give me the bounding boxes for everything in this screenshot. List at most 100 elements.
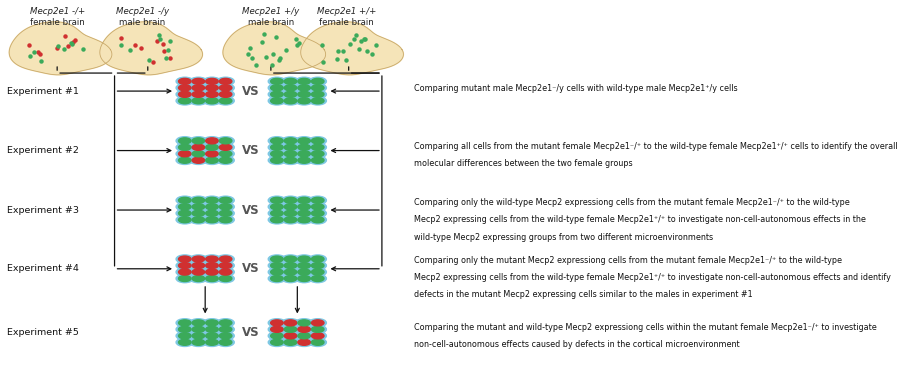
Circle shape bbox=[176, 143, 193, 152]
Text: Comparing only the mutant Mecp2 expressiong cells from the mutant female Mecp2e1: Comparing only the mutant Mecp2 expressi… bbox=[414, 256, 842, 265]
Text: Mecp2e1 -/y: Mecp2e1 -/y bbox=[116, 7, 169, 16]
Circle shape bbox=[192, 92, 204, 97]
Circle shape bbox=[206, 256, 218, 262]
Circle shape bbox=[268, 325, 285, 333]
Circle shape bbox=[284, 262, 297, 269]
Circle shape bbox=[298, 197, 310, 203]
Circle shape bbox=[206, 210, 218, 216]
Circle shape bbox=[298, 262, 310, 269]
Text: VS: VS bbox=[243, 262, 260, 275]
Circle shape bbox=[217, 209, 234, 217]
Circle shape bbox=[217, 255, 234, 263]
Circle shape bbox=[217, 268, 234, 276]
Circle shape bbox=[309, 137, 326, 145]
Circle shape bbox=[295, 325, 312, 333]
Circle shape bbox=[284, 85, 297, 91]
Polygon shape bbox=[9, 22, 112, 75]
Circle shape bbox=[281, 209, 299, 217]
Circle shape bbox=[284, 339, 297, 345]
Circle shape bbox=[192, 256, 204, 262]
Circle shape bbox=[312, 320, 323, 326]
Circle shape bbox=[189, 97, 207, 105]
Circle shape bbox=[219, 144, 232, 150]
Circle shape bbox=[309, 97, 326, 105]
Circle shape bbox=[203, 203, 221, 211]
Circle shape bbox=[178, 269, 191, 275]
Text: Mecp2 expressing cells from the wild-type female Mecp2e1⁺/⁺ to investigate non-c: Mecp2 expressing cells from the wild-typ… bbox=[414, 273, 891, 282]
Circle shape bbox=[284, 276, 297, 281]
Circle shape bbox=[270, 85, 283, 91]
Circle shape bbox=[203, 97, 221, 105]
Circle shape bbox=[217, 196, 234, 205]
Circle shape bbox=[176, 203, 193, 211]
Circle shape bbox=[178, 210, 191, 216]
Circle shape bbox=[176, 332, 193, 340]
Text: Mecp2e1 +/y: Mecp2e1 +/y bbox=[242, 7, 300, 16]
Circle shape bbox=[206, 269, 218, 275]
Text: defects in the mutant Mecp2 expressing cells similar to the males in experiment : defects in the mutant Mecp2 expressing c… bbox=[414, 290, 752, 299]
Circle shape bbox=[178, 197, 191, 203]
Text: female brain: female brain bbox=[29, 18, 85, 27]
Circle shape bbox=[281, 319, 299, 327]
Circle shape bbox=[268, 156, 285, 164]
Text: Comparing the mutant and wild-type Mecp2 expressiong cells within the mutant fem: Comparing the mutant and wild-type Mecp2… bbox=[414, 323, 876, 332]
Circle shape bbox=[192, 326, 204, 332]
Circle shape bbox=[192, 138, 204, 144]
Circle shape bbox=[295, 216, 312, 224]
Circle shape bbox=[268, 150, 285, 158]
Circle shape bbox=[192, 157, 204, 163]
Circle shape bbox=[178, 157, 191, 163]
Circle shape bbox=[192, 85, 204, 91]
Circle shape bbox=[284, 333, 297, 339]
Circle shape bbox=[281, 325, 299, 333]
Circle shape bbox=[270, 217, 283, 223]
Circle shape bbox=[192, 262, 204, 269]
Circle shape bbox=[219, 92, 232, 97]
Circle shape bbox=[203, 261, 221, 270]
Circle shape bbox=[268, 90, 285, 98]
Circle shape bbox=[270, 256, 283, 262]
Circle shape bbox=[189, 255, 207, 263]
Circle shape bbox=[281, 143, 299, 152]
Circle shape bbox=[281, 156, 299, 164]
Circle shape bbox=[309, 261, 326, 270]
Circle shape bbox=[284, 256, 297, 262]
Circle shape bbox=[281, 216, 299, 224]
Circle shape bbox=[176, 90, 193, 98]
Circle shape bbox=[206, 78, 218, 84]
Text: molecular differences between the two female groups: molecular differences between the two fe… bbox=[414, 159, 632, 168]
Circle shape bbox=[309, 143, 326, 152]
Circle shape bbox=[270, 144, 283, 150]
Circle shape bbox=[295, 255, 312, 263]
Text: Experiment #4: Experiment #4 bbox=[6, 264, 78, 273]
Circle shape bbox=[206, 157, 218, 163]
Circle shape bbox=[203, 216, 221, 224]
Circle shape bbox=[219, 197, 232, 203]
Circle shape bbox=[219, 333, 232, 339]
Circle shape bbox=[203, 150, 221, 158]
Circle shape bbox=[268, 319, 285, 327]
Circle shape bbox=[312, 78, 323, 84]
Circle shape bbox=[284, 210, 297, 216]
Circle shape bbox=[295, 137, 312, 145]
Circle shape bbox=[270, 269, 283, 275]
Circle shape bbox=[284, 326, 297, 332]
Circle shape bbox=[295, 77, 312, 86]
Circle shape bbox=[270, 78, 283, 84]
Circle shape bbox=[309, 77, 326, 86]
Circle shape bbox=[309, 216, 326, 224]
Text: Experiment #5: Experiment #5 bbox=[6, 328, 78, 337]
Polygon shape bbox=[99, 22, 202, 75]
Circle shape bbox=[203, 325, 221, 333]
Circle shape bbox=[284, 78, 297, 84]
Text: Experiment #1: Experiment #1 bbox=[6, 87, 78, 96]
Circle shape bbox=[178, 204, 191, 210]
Circle shape bbox=[206, 276, 218, 281]
Circle shape bbox=[206, 197, 218, 203]
Circle shape bbox=[295, 90, 312, 98]
Circle shape bbox=[203, 156, 221, 164]
Circle shape bbox=[219, 217, 232, 223]
Text: female brain: female brain bbox=[319, 18, 373, 27]
Circle shape bbox=[309, 319, 326, 327]
Circle shape bbox=[176, 325, 193, 333]
